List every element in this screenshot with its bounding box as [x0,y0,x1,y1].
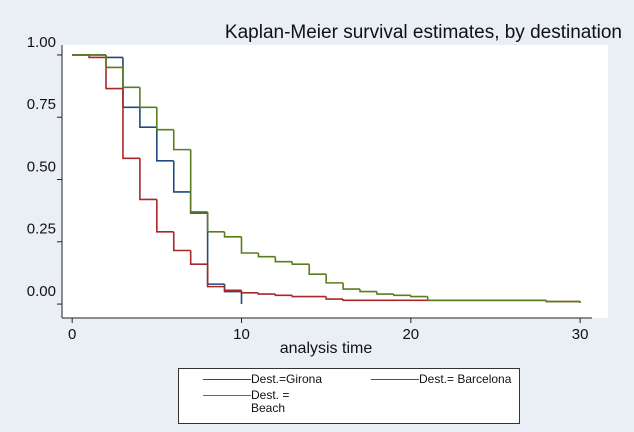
y-tick-label: 0.00 [27,283,56,300]
legend-label: Dest.= Barcelona [419,372,512,386]
km-step [172,231,191,252]
legend-swatch [203,379,251,380]
km-step [122,67,140,89]
x-tick-label: 30 [572,326,589,343]
km-step [325,274,344,284]
km-step [139,107,157,128]
y-tick-label: 0.25 [27,221,56,238]
legend-label: Dest.=Girona [251,372,323,386]
y-tick-label: 0.50 [27,158,56,175]
km-step [172,160,191,193]
km-step [156,127,174,162]
x-tick-label: 0 [68,326,76,343]
km-step [156,107,174,131]
km-step [139,158,157,201]
legend-swatch [371,379,419,380]
x-tick-label: 20 [402,326,419,343]
chart-title: Kaplan-Meier survival estimates, by dest… [225,22,622,43]
legend: Dest.=Girona Dest.= Barcelona Dest. = Beac… [178,368,520,424]
plot-area [62,45,608,318]
km-step [257,292,276,295]
km-step [88,54,107,59]
km-step [274,256,293,263]
km-step [291,261,310,265]
km-step [359,289,377,293]
km-step [172,129,191,151]
km-step [139,87,157,109]
km-step [393,294,411,297]
legend-swatch [203,395,251,396]
km-step [223,231,242,238]
km-step [223,286,242,292]
x-tick-label: 10 [233,326,250,343]
km-step [156,199,174,233]
km-step [376,291,394,295]
km-step [189,149,208,213]
y-tick-label: 1.00 [27,34,56,51]
legend-label: Dest. = Beach [251,388,290,415]
km-step [274,294,293,297]
km-step [189,250,208,265]
km-step [308,264,327,275]
km-step [122,88,140,160]
km-step [342,282,361,290]
km-step [410,295,428,298]
x-axis-label: analysis time [280,340,373,357]
y-tick-label: 0.75 [27,96,56,113]
km-step [545,300,581,303]
km-step [240,290,259,294]
km-step [206,211,225,233]
km-step [206,264,225,288]
km-step [257,252,276,258]
km-step [325,296,344,300]
km-step [240,236,259,254]
km-step [105,54,123,69]
km-step [426,296,547,302]
km-step [291,295,327,298]
